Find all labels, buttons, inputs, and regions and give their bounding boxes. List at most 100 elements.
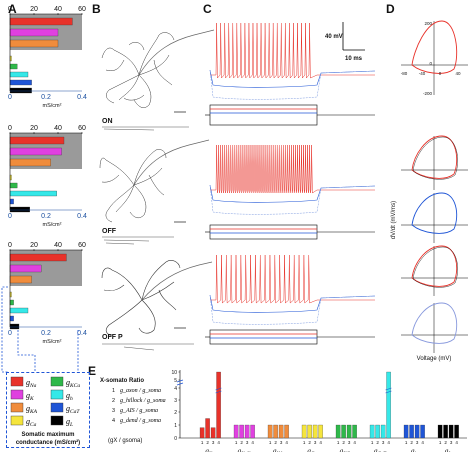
chart-a-top-tick: 0 — [8, 125, 12, 132]
phase-loop — [411, 245, 458, 287]
trace-hyperpolarized — [209, 69, 376, 88]
e-bar-CaT — [386, 371, 391, 439]
chart-a-top-tick: 60 — [78, 242, 86, 249]
e-bar-index: 2 — [308, 440, 311, 445]
e-bar-index: 4 — [217, 440, 220, 445]
trace-spikes — [210, 144, 375, 194]
scale-time: 10 ms — [345, 56, 363, 62]
e-bar-Ca — [312, 424, 318, 439]
phase-loop — [411, 135, 458, 179]
trace-hyperpolarized-2 — [209, 69, 376, 100]
panel-label-a: A — [8, 2, 17, 16]
legend-swatch-h — [50, 389, 64, 400]
e-bar-index: 3 — [416, 440, 419, 445]
e-bar-index: 3 — [212, 440, 215, 445]
e-bar-NaK — [244, 424, 250, 439]
chart-a-top-tick: 60 — [78, 6, 86, 13]
chart-a-unit: mS/cm² — [43, 103, 62, 109]
e-bar-CaT — [380, 424, 386, 439]
legend-swatch-Na — [10, 376, 24, 387]
e-group-label-NaK: gNaK — [238, 447, 251, 452]
e-key-num: 3 — [112, 408, 115, 414]
e-bar-CaT — [369, 424, 375, 439]
legend-swatch-K — [10, 389, 24, 400]
e-bar-index: 1 — [303, 440, 306, 445]
panel-a: 0 20 40 60 0 0.2 0.4 mS/cm² 0 20 40 60 0 0.2 0.4 mS/cm²… — [8, 6, 87, 345]
e-key-text: g_AIS / g_soma — [120, 408, 158, 414]
panel-label-d: D — [386, 2, 395, 16]
legend-label-KA: gKA — [26, 404, 38, 415]
legend-swatch-Ca — [10, 415, 24, 426]
on-cell-morphology — [101, 29, 215, 108]
stimulus-protocol — [209, 329, 318, 345]
chart-a-bottom-tick: 0.2 — [41, 330, 51, 337]
e-bar-index: 1 — [235, 440, 238, 445]
e-group-label-Na: gNa — [205, 447, 215, 452]
e-bar-h — [403, 424, 409, 439]
chart-a-bottom-tick: 0.4 — [77, 94, 87, 101]
chart-a-bottom-tick: 0.2 — [41, 94, 51, 101]
legend-caption-1: Somatic maximum — [21, 432, 74, 438]
e-bar-index: 1 — [269, 440, 272, 445]
legend-label-Na: gNa — [26, 378, 37, 389]
legend-label-h: gh — [66, 391, 73, 402]
legend-swatch-KA — [10, 402, 24, 413]
chart-a-top-tick: 20 — [30, 6, 38, 13]
chart-a-bottom-tick: 0 — [8, 330, 12, 337]
e-bar-Ca — [301, 424, 307, 439]
e-y-tick: 5 — [174, 378, 177, 384]
e-bar-index: 3 — [348, 440, 351, 445]
e-bar-h — [420, 424, 425, 439]
chart-a-bottom-tick: 0.4 — [77, 330, 87, 337]
chart-a-top-tick: 60 — [78, 125, 86, 132]
e-bar-L — [454, 424, 459, 439]
e-group-label-L: gL — [445, 447, 452, 452]
e-bar-KCa — [346, 424, 352, 439]
e-ylabel: X-somato Ratio — [100, 378, 144, 384]
e-bar-index: 3 — [314, 440, 317, 445]
e-bar-NaK — [239, 424, 244, 439]
e-bar-KCa — [352, 424, 357, 439]
e-bar-Na — [205, 418, 210, 439]
chart-a-top-tick: 20 — [30, 242, 38, 249]
e-bar-index: 1 — [405, 440, 408, 445]
phase-loop — [411, 192, 458, 234]
trace-hyperpolarized — [209, 294, 376, 313]
e-key-num: 2 — [112, 398, 115, 404]
e-bar-Ca — [318, 424, 323, 439]
e-bar-index: 2 — [206, 440, 209, 445]
off-cell-morphology — [99, 139, 210, 223]
phase-x-tick: 40 — [455, 71, 461, 76]
stimulus-protocol — [209, 104, 318, 126]
e-y-tick: 3 — [174, 398, 177, 404]
e-y-tick: 1 — [174, 423, 177, 429]
phase-x-tick: -40 — [419, 71, 426, 76]
cell-label-on: ON — [102, 118, 113, 125]
e-y-tick: 10 — [171, 370, 177, 376]
phase-x-tick: -80 — [401, 71, 408, 76]
e-bar-index: 4 — [251, 440, 254, 445]
offp-cell-morphology — [101, 260, 213, 337]
legend-swatch-L — [50, 415, 64, 426]
e-group-label-h: gh — [411, 447, 418, 452]
e-bar-index: 4 — [353, 440, 356, 445]
phase-loop — [411, 20, 458, 74]
e-bar-index: 1 — [201, 440, 204, 445]
e-key-num: 1 — [112, 388, 115, 394]
e-bar-index: 3 — [246, 440, 249, 445]
e-bar-KCa — [341, 424, 346, 439]
e-bar-KA — [278, 424, 284, 439]
e-bar-index: 2 — [342, 440, 345, 445]
e-bar-Na — [210, 427, 216, 439]
phase-y-tick: 200 — [424, 21, 432, 26]
e-bar-index: 2 — [410, 440, 413, 445]
e-bar-index: 4 — [421, 440, 424, 445]
e-bar-index: 1 — [337, 440, 340, 445]
e-ylabel2: (gX / gsoma) — [108, 438, 142, 444]
legend-connector — [1, 286, 79, 373]
e-bar-h — [409, 424, 414, 439]
chart-a-top-tick: 40 — [54, 242, 62, 249]
chart-a-top-tick: 0 — [8, 242, 12, 249]
e-bar-KA — [267, 424, 273, 439]
e-key-text: g_axon / g_soma — [120, 388, 161, 394]
